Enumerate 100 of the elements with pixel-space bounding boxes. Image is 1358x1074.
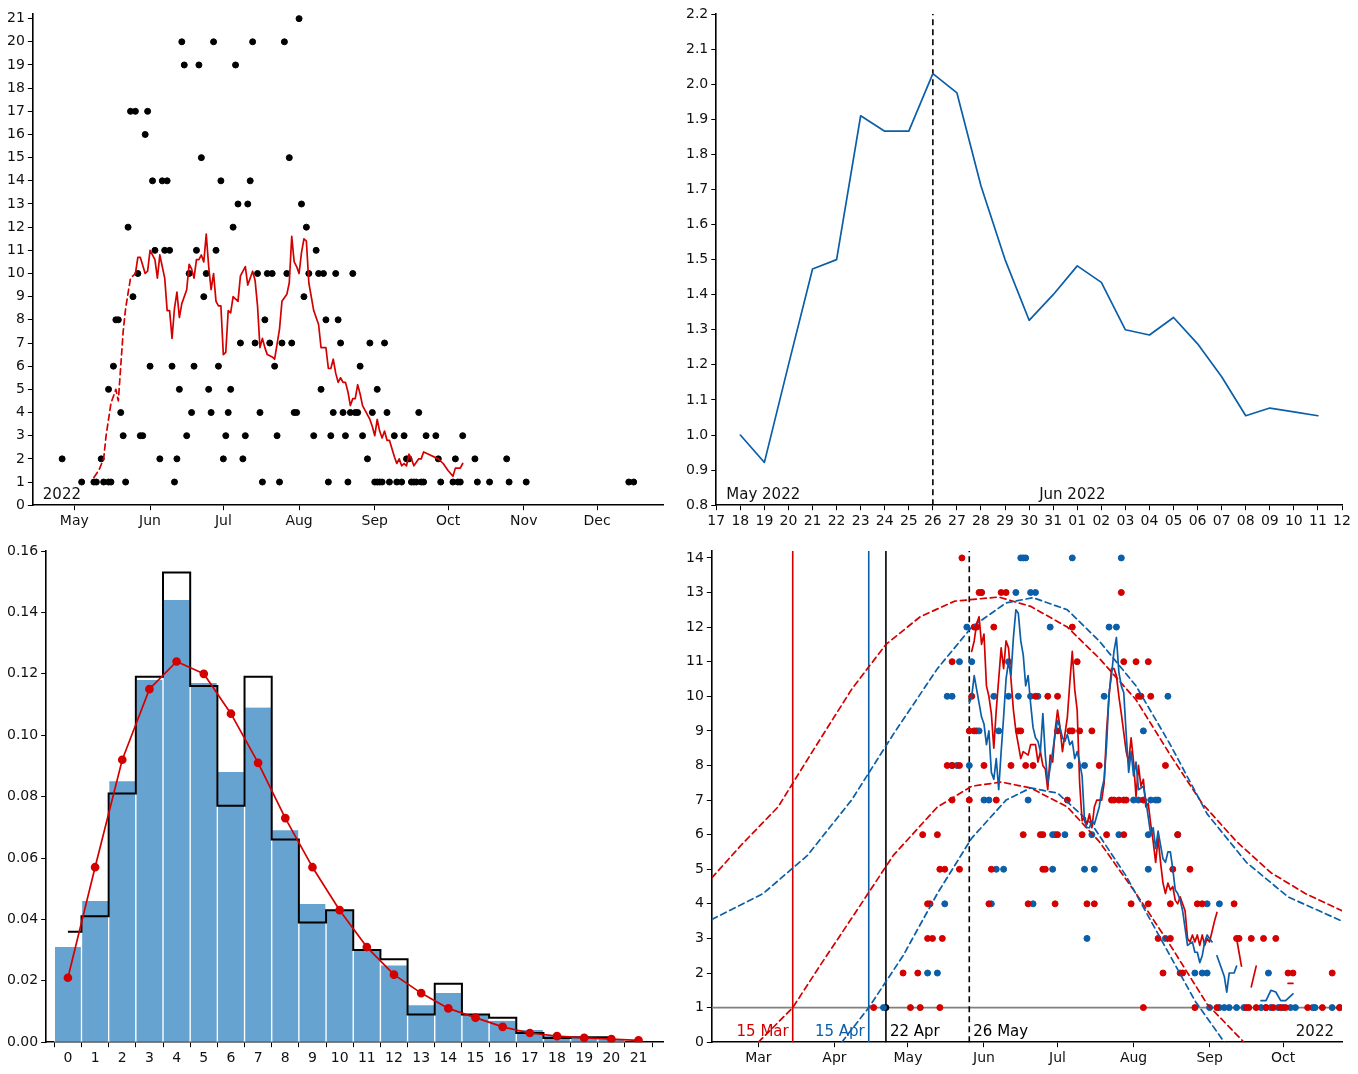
x-tick-label: 31: [1044, 512, 1063, 529]
x-tick-label: 30: [1020, 512, 1039, 529]
x-tick-label: 29: [996, 512, 1014, 529]
x-tick-label: Oct: [435, 512, 461, 529]
annotation: Jun 2022: [1038, 484, 1106, 503]
x-tick-label: 03: [1116, 512, 1135, 529]
x-tick-label: 10: [330, 1049, 349, 1066]
y-tick-label: 21: [6, 9, 25, 26]
y-tick-label: 9: [15, 287, 25, 304]
y-tick-label: 0.14: [7, 603, 39, 620]
y-tick-label: 19: [6, 55, 25, 72]
y-tick-label: 16: [6, 125, 25, 142]
y-tick-label: 5: [15, 379, 25, 396]
y-tick-label: 13: [685, 583, 704, 600]
x-tick-label: Sep: [1196, 1049, 1223, 1066]
annotation: May 2022: [726, 484, 801, 503]
x-tick-label: Mar: [745, 1049, 772, 1066]
x-tick-label: 11: [357, 1049, 376, 1066]
x-tick-label: 01: [1068, 512, 1087, 529]
y-tick-label: 3: [694, 929, 704, 946]
y-tick-label: 0.8: [686, 495, 709, 512]
ref-line-label: 26 May: [973, 1021, 1029, 1040]
y-tick-label: 1: [694, 998, 704, 1015]
y-tick-label: 0: [694, 1032, 704, 1049]
y-tick-label: 3: [15, 426, 25, 443]
x-tick-label: Nov: [510, 512, 538, 529]
y-tick-label: 7: [694, 790, 704, 807]
x-tick-label: 7: [253, 1049, 263, 1066]
x-tick-label: 05: [1164, 512, 1183, 529]
y-tick-label: 0.06: [7, 848, 39, 865]
y-tick-label: 10: [685, 686, 704, 703]
x-tick-label: Jun: [138, 512, 161, 529]
ref-line-label: 15 Mar: [736, 1021, 790, 1040]
y-tick-label: 20: [6, 32, 25, 49]
x-tick-label: 07: [1212, 512, 1231, 529]
x-tick-label: 02: [1092, 512, 1111, 529]
y-tick-label: 1.3: [686, 320, 709, 337]
x-tick-label: 5: [199, 1049, 209, 1066]
annotation: 2022: [1295, 1021, 1334, 1040]
y-tick-label: 9: [694, 721, 704, 738]
y-tick-label: 17: [6, 101, 25, 118]
x-tick-label: 6: [226, 1049, 236, 1066]
x-tick-label: 06: [1188, 512, 1207, 529]
x-tick-label: May: [59, 512, 89, 529]
y-tick-label: 12: [685, 617, 704, 634]
x-tick-label: 14: [439, 1049, 458, 1066]
x-tick-label: 09: [1260, 512, 1279, 529]
x-tick-label: 18: [731, 512, 750, 529]
y-tick-label: 0.10: [7, 725, 39, 742]
x-tick-label: 21: [629, 1049, 648, 1066]
x-tick-label: Jul: [213, 512, 232, 529]
y-tick-label: 2.2: [686, 4, 709, 21]
y-tick-label: 11: [685, 652, 704, 669]
y-tick-label: 1: [15, 472, 25, 489]
x-tick-label: Aug: [285, 512, 313, 529]
y-tick-label: 14: [685, 548, 704, 565]
y-tick-label: 1.7: [686, 180, 709, 197]
y-tick-label: 2: [694, 963, 704, 980]
y-tick-label: 11: [6, 240, 25, 257]
x-tick-label: 11: [1309, 512, 1327, 529]
annotation: 2022: [42, 484, 81, 503]
x-tick-label: 8: [280, 1049, 290, 1066]
y-tick-label: 1.5: [686, 250, 709, 267]
x-tick-label: 16: [493, 1049, 512, 1066]
y-tick-label: 6: [15, 356, 25, 373]
x-tick-label: 21: [803, 512, 822, 529]
y-tick-label: 5: [694, 859, 704, 876]
y-tick-label: 8: [694, 756, 704, 773]
x-tick-label: 12: [385, 1049, 403, 1066]
y-tick-label: 6: [694, 825, 704, 842]
x-tick-label: 28: [972, 512, 990, 529]
x-tick-label: 1: [90, 1049, 100, 1066]
y-tick-label: 0.00: [7, 1032, 39, 1049]
y-tick-label: 1.4: [686, 285, 709, 302]
y-tick-label: 0.04: [7, 910, 39, 927]
y-tick-label: 10: [6, 264, 25, 281]
y-tick-label: 2.0: [686, 74, 709, 91]
ref-line-label: 22 Apr: [889, 1021, 941, 1040]
y-tick-label: 0.9: [686, 460, 709, 477]
y-tick-label: 13: [6, 194, 25, 211]
y-tick-label: 4: [694, 894, 704, 911]
x-tick-label: 26: [923, 512, 942, 529]
x-tick-label: Jun: [972, 1049, 995, 1066]
y-tick-label: 1.6: [686, 215, 709, 232]
x-tick-label: 27: [948, 512, 966, 529]
y-tick-label: 14: [6, 171, 25, 188]
x-tick-label: 2: [117, 1049, 127, 1066]
x-tick-label: 08: [1236, 512, 1255, 529]
x-tick-label: May: [893, 1049, 923, 1066]
x-tick-label: 17: [520, 1049, 539, 1066]
x-tick-label: Oct: [1271, 1049, 1296, 1066]
y-tick-label: 8: [15, 310, 25, 327]
y-tick-label: 7: [15, 333, 25, 350]
x-tick-label: 12: [1333, 512, 1351, 529]
x-tick-label: 23: [851, 512, 870, 529]
x-tick-label: 04: [1140, 512, 1159, 529]
x-tick-label: 4: [172, 1049, 182, 1066]
y-tick-label: 0.16: [7, 541, 39, 558]
y-tick-label: 0: [15, 495, 25, 512]
y-tick-label: 1.8: [686, 144, 709, 161]
